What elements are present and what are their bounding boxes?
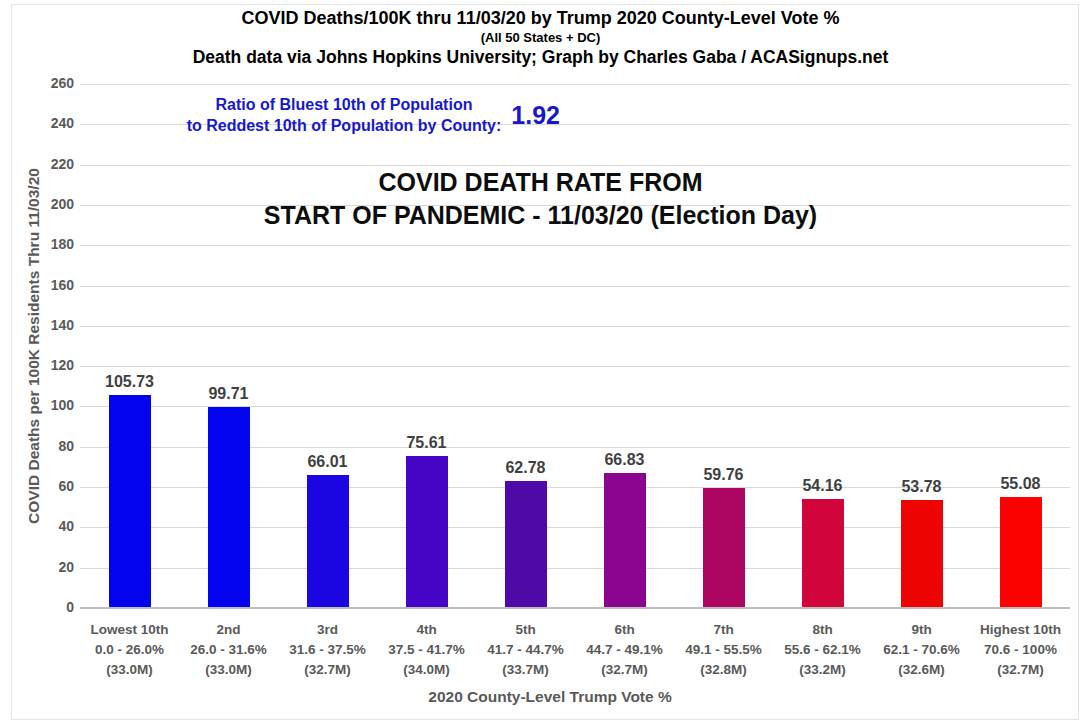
category-population: (33.0M) [179, 660, 278, 680]
y-tick-label: 40 [0, 518, 74, 534]
bar-value-label: 59.76 [674, 466, 773, 484]
bar-9 [901, 500, 943, 607]
x-category-label: 9th62.1 - 70.6%(32.6M) [872, 620, 971, 680]
bar-value-label: 99.71 [179, 385, 278, 403]
category-rank: Highest 10th [971, 620, 1070, 640]
category-population: (32.6M) [872, 660, 971, 680]
bar-value-label: 75.61 [377, 434, 476, 452]
gridline [80, 326, 1070, 327]
bar-2 [208, 407, 250, 607]
y-tick-label: 260 [0, 75, 74, 91]
ratio-label-line1: Ratio of Bluest 10th of Population [187, 94, 502, 115]
category-range: 26.0 - 31.6% [179, 640, 278, 660]
bar-5 [505, 481, 547, 607]
category-population: (32.8M) [674, 660, 773, 680]
bar-6 [604, 473, 646, 607]
category-range: 41.7 - 44.7% [476, 640, 575, 660]
category-rank: Lowest 10th [80, 620, 179, 640]
y-tick-label: 100 [0, 397, 74, 413]
bar-value-label: 53.78 [872, 478, 971, 496]
bar-value-label: 62.78 [476, 459, 575, 477]
gridline [80, 286, 1070, 287]
gridline [80, 245, 1070, 246]
ratio-label: Ratio of Bluest 10th of Population to Re… [187, 94, 502, 136]
category-range: 70.6 - 100% [971, 640, 1070, 660]
category-rank: 4th [377, 620, 476, 640]
bar-value-label: 55.08 [971, 475, 1070, 493]
x-category-label: 4th37.5 - 41.7%(34.0M) [377, 620, 476, 680]
x-category-label: 8th55.6 - 62.1%(33.2M) [773, 620, 872, 680]
x-category-label: 5th41.7 - 44.7%(33.7M) [476, 620, 575, 680]
bar-value-label: 66.01 [278, 453, 377, 471]
y-tick-label: 80 [0, 438, 74, 454]
category-rank: 6th [575, 620, 674, 640]
bar-1 [109, 395, 151, 607]
category-population: (32.7M) [575, 660, 674, 680]
category-range: 0.0 - 26.0% [80, 640, 179, 660]
x-axis-line [80, 607, 1070, 609]
bar-10 [1000, 497, 1042, 607]
plot-area: 105.7399.71 66.0175.6162.7866.8359.7654.1… [80, 84, 1070, 608]
category-population: (34.0M) [377, 660, 476, 680]
category-range: 31.6 - 37.5% [278, 640, 377, 660]
page-title: COVID Deaths/100K thru 11/03/20 by Trump… [0, 8, 1081, 29]
y-tick-label: 160 [0, 277, 74, 293]
gridline [80, 84, 1070, 85]
category-rank: 5th [476, 620, 575, 640]
category-population: (32.7M) [278, 660, 377, 680]
y-tick-label: 60 [0, 478, 74, 494]
ratio-value: 1.92 [511, 101, 560, 130]
x-category-label: 6th44.7 - 49.1%(32.7M) [575, 620, 674, 680]
category-range: 44.7 - 49.1% [575, 640, 674, 660]
bar-value-label: 54.16 [773, 477, 872, 495]
category-rank: 8th [773, 620, 872, 640]
y-tick-label: 140 [0, 317, 74, 333]
chart-title-line1: COVID DEATH RATE FROM [0, 166, 1081, 199]
category-range: 49.1 - 55.5% [674, 640, 773, 660]
category-population: (33.7M) [476, 660, 575, 680]
ratio-label-line2: to Reddest 10th of Population by County: [187, 115, 502, 136]
chart-canvas: COVID Deaths/100K thru 11/03/20 by Trump… [0, 0, 1081, 721]
category-rank: 3rd [278, 620, 377, 640]
y-tick-label: 180 [0, 236, 74, 252]
y-tick-label: 0 [0, 599, 74, 615]
x-axis-title: 2020 County-Level Trump Vote % [0, 688, 1081, 706]
credit-line: Death data via Johns Hopkins University;… [0, 47, 1081, 68]
bar-4 [406, 456, 448, 607]
ratio-annotation: Ratio of Bluest 10th of Population to Re… [0, 94, 560, 136]
category-rank: 9th [872, 620, 971, 640]
category-rank: 7th [674, 620, 773, 640]
bar-8 [802, 499, 844, 607]
x-category-label: 2nd26.0 - 31.6%(33.0M) [179, 620, 278, 680]
y-tick-label: 20 [0, 559, 74, 575]
category-rank: 2nd [179, 620, 278, 640]
bar-3 [307, 475, 349, 607]
bar-value-label: 105.73 [80, 373, 179, 391]
category-population: (32.7M) [971, 660, 1070, 680]
category-range: 62.1 - 70.6% [872, 640, 971, 660]
chart-title: COVID DEATH RATE FROM START OF PANDEMIC … [0, 166, 1081, 232]
y-tick-label: 120 [0, 357, 74, 373]
bar-7 [703, 488, 745, 607]
category-range: 37.5 - 41.7% [377, 640, 476, 660]
x-category-label: Lowest 10th0.0 - 26.0%(33.0M) [80, 620, 179, 680]
category-population: (33.0M) [80, 660, 179, 680]
x-category-label: Highest 10th70.6 - 100%(32.7M) [971, 620, 1070, 680]
category-range: 55.6 - 62.1% [773, 640, 872, 660]
x-category-label: 3rd31.6 - 37.5%(32.7M) [278, 620, 377, 680]
page-subtitle: (All 50 States + DC) [0, 30, 1081, 45]
bar-value-label: 66.83 [575, 451, 674, 469]
x-category-label: 7th49.1 - 55.5%(32.8M) [674, 620, 773, 680]
chart-title-line2: START OF PANDEMIC - 11/03/20 (Election D… [0, 199, 1081, 232]
gridline [80, 366, 1070, 367]
category-population: (33.2M) [773, 660, 872, 680]
